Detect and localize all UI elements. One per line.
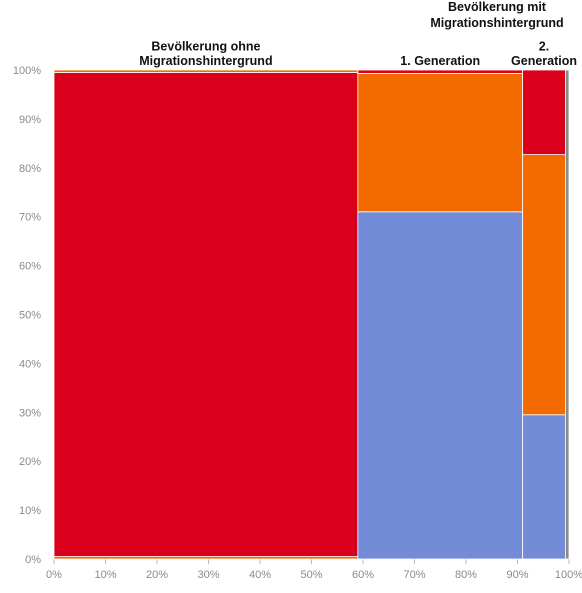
x-tick-label: 40% (249, 569, 271, 581)
segment-1-2 (53, 72, 359, 557)
column-2 (357, 69, 524, 560)
y-tick-label: 50% (19, 310, 41, 322)
segment-2-2 (357, 73, 524, 213)
y-tick-label: 0% (25, 554, 41, 566)
segment-3-2 (522, 154, 566, 416)
column-4 (564, 69, 570, 560)
chart-columns (53, 69, 570, 560)
y-tick-label: 60% (19, 261, 41, 273)
column-label: Generation (511, 54, 577, 68)
column-3 (522, 69, 566, 560)
y-tick-label: 70% (19, 212, 41, 224)
x-tick-label: 10% (94, 569, 116, 581)
x-tick-label: 20% (146, 569, 168, 581)
x-tick-label: 70% (403, 569, 425, 581)
x-tick-label: 0% (46, 569, 62, 581)
column-labels: Bevölkerung mit Migrationshintergrund Be… (139, 0, 577, 68)
y-tick-label: 100% (13, 65, 41, 77)
x-tick-label: 80% (455, 569, 477, 581)
y-axis-ticks: 0% 10% 20% 30% 40% 50% 60% 70% 80% 90% 100% (13, 65, 41, 566)
x-axis-ticks: 0% 10% 20% 30% 40% 50% 60% 70% 80% 90% 100% (46, 559, 582, 581)
x-tick-label: 50% (300, 569, 322, 581)
column-label: Migrationshintergrund (139, 54, 272, 68)
header-label-line-2: Migrationshintergrund (430, 16, 563, 30)
column-1 (53, 69, 359, 560)
column-label: 2. (539, 40, 549, 54)
header-label-line-1: Bevölkerung mit (448, 0, 547, 14)
segment-2-1 (357, 211, 524, 560)
y-tick-label: 40% (19, 358, 41, 370)
x-tick-label: 60% (352, 569, 374, 581)
column-label: Bevölkerung ohne (151, 40, 260, 54)
segment-3-1 (522, 414, 566, 560)
segment-3-3 (522, 69, 566, 155)
x-tick-label: 30% (197, 569, 219, 581)
segment-2-3 (357, 69, 524, 74)
y-tick-label: 20% (19, 456, 41, 468)
x-tick-label: 90% (506, 569, 528, 581)
segment-4-1 (564, 69, 570, 560)
y-tick-label: 10% (19, 505, 41, 517)
y-tick-label: 80% (19, 163, 41, 175)
segment-1-3 (53, 69, 359, 73)
x-tick-label: 100% (555, 569, 582, 581)
y-tick-label: 90% (19, 114, 41, 126)
y-tick-label: 30% (19, 407, 41, 419)
column-label: 1. Generation (400, 54, 480, 68)
